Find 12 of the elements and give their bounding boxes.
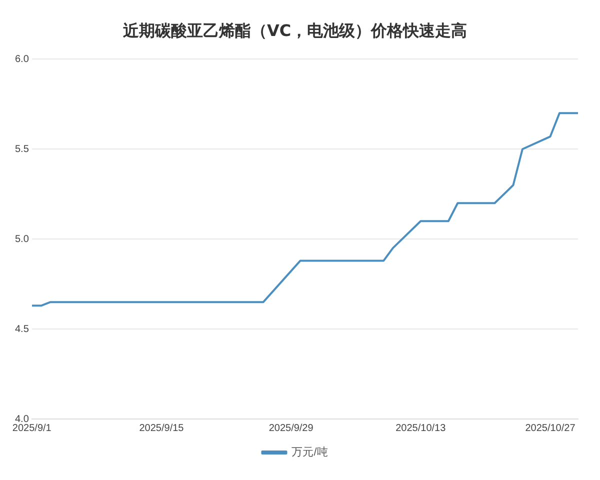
- y-tick-label: 4.0: [14, 414, 30, 425]
- y-tick-label: 5.0: [14, 234, 30, 245]
- legend-label: 万元/吨: [292, 446, 328, 459]
- x-tick-label: 2025/9/29: [268, 422, 314, 434]
- x-tick-label: 2025/9/1: [12, 422, 52, 434]
- chart-title: 近期碳酸亚乙烯酯（VC，电池级）价格快速走高: [122, 20, 468, 40]
- x-tick-label: 2025/10/27: [525, 422, 576, 434]
- y-tick-label: 6.0: [14, 54, 30, 65]
- x-tick-label: 2025/10/13: [396, 422, 446, 434]
- y-tick-label: 4.5: [14, 324, 30, 335]
- x-tick-label: 2025/9/15: [139, 422, 184, 434]
- y-tick-label: 5.5: [14, 144, 30, 155]
